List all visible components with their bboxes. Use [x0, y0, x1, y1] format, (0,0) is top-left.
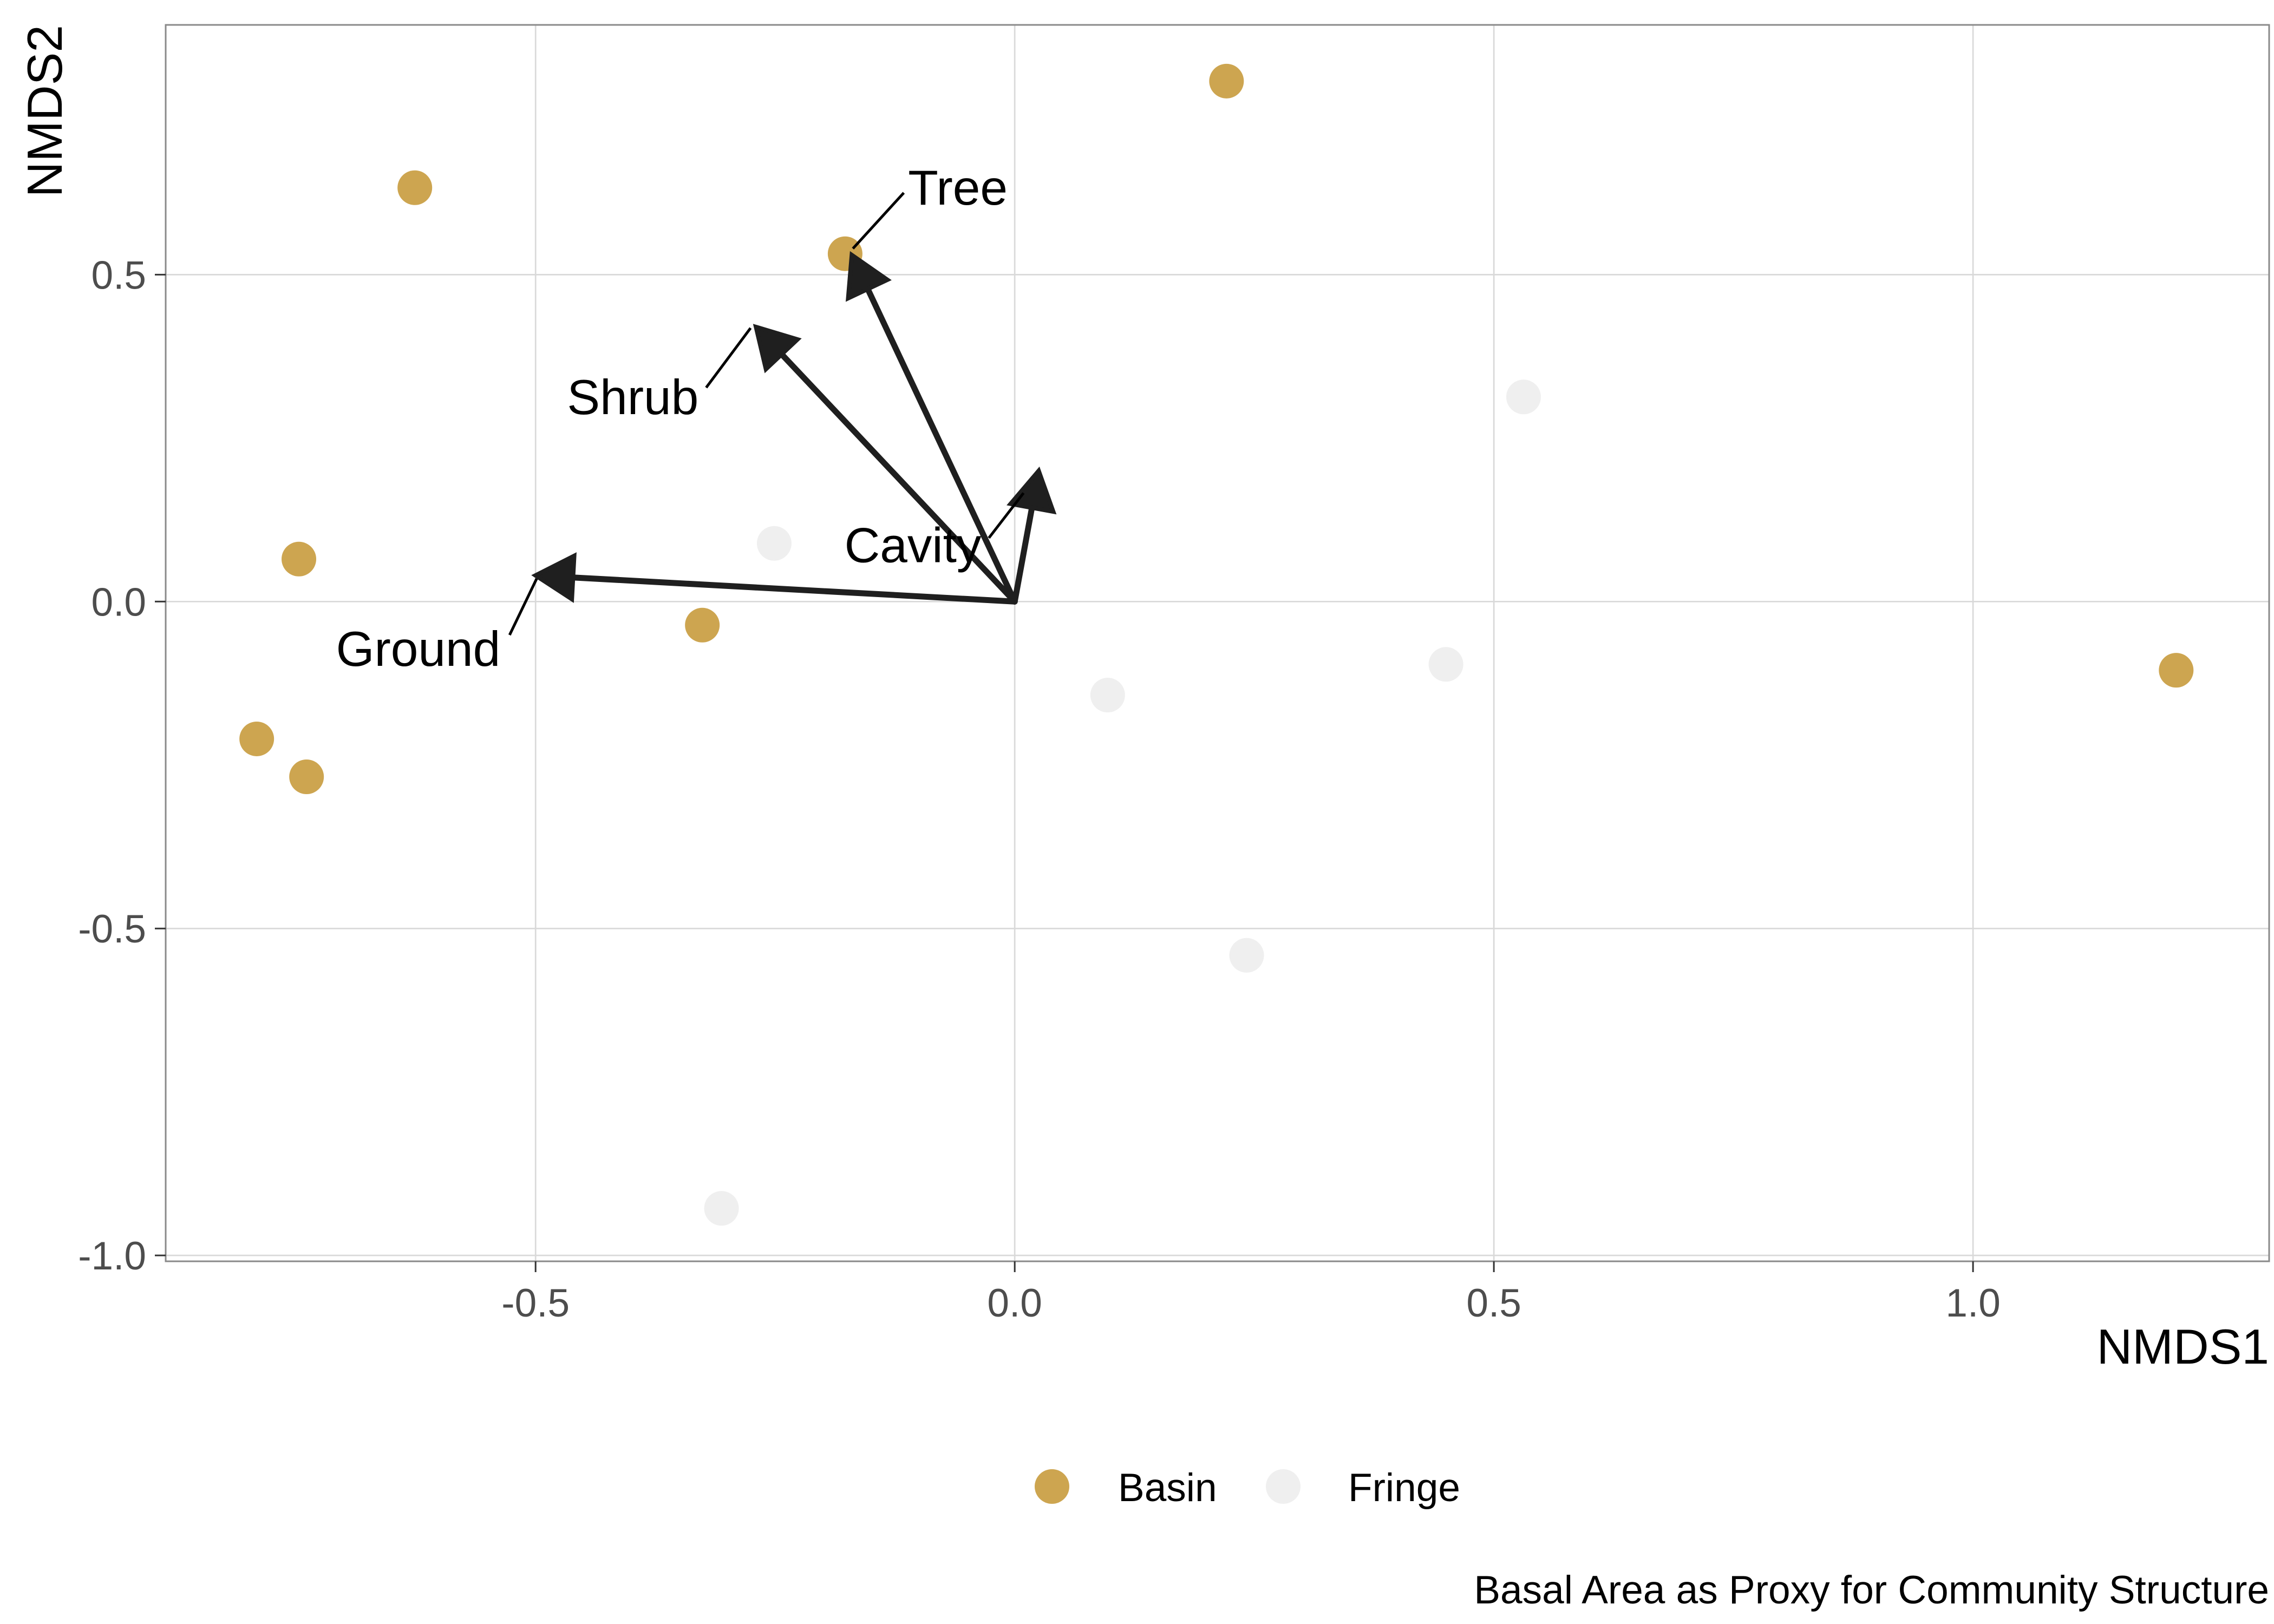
y-tick-label: -0.5 — [78, 907, 146, 951]
vector-label-tree: Tree — [908, 161, 1008, 215]
vector-label-ground: Ground — [336, 622, 501, 677]
y-tick-label: 0.0 — [92, 580, 146, 624]
point-fringe — [1506, 379, 1541, 414]
point-basin — [1209, 64, 1244, 99]
point-fringe — [757, 526, 792, 561]
x-tick-label: 1.0 — [1945, 1281, 2000, 1325]
point-basin — [685, 608, 720, 643]
point-basin — [239, 722, 274, 756]
point-fringe — [1429, 647, 1463, 682]
legend-key-fringe — [1266, 1469, 1301, 1504]
point-basin — [2159, 653, 2193, 687]
point-basin — [282, 542, 316, 577]
legend-label-basin: Basin — [1118, 1466, 1217, 1510]
vector-label-cavity: Cavity — [845, 519, 982, 573]
x-tick-label: 0.5 — [1466, 1281, 1521, 1325]
point-basin — [397, 171, 432, 205]
point-fringe — [1229, 938, 1264, 973]
y-tick-label: -1.0 — [78, 1234, 146, 1278]
x-tick-label: -0.5 — [501, 1281, 570, 1325]
y-axis-title: NMDS2 — [18, 25, 73, 198]
legend-key-basin — [1035, 1469, 1069, 1504]
legend-label-fringe: Fringe — [1348, 1466, 1460, 1510]
point-fringe — [1090, 678, 1125, 712]
vector-label-shrub: Shrub — [567, 370, 698, 425]
y-tick-label: 0.5 — [92, 253, 146, 297]
x-axis-title: NMDS1 — [2096, 1320, 2269, 1374]
point-basin — [289, 759, 324, 794]
point-fringe — [704, 1191, 739, 1226]
caption: Basal Area as Proxy for Community Struct… — [1474, 1568, 2269, 1612]
x-tick-label: 0.0 — [987, 1281, 1042, 1325]
